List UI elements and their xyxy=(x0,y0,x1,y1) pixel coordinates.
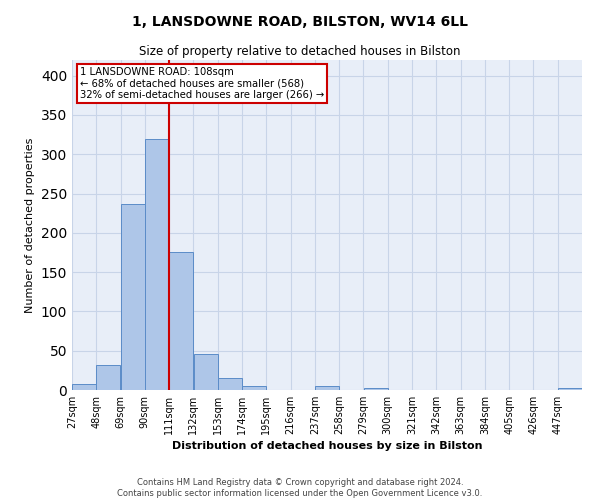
Text: Size of property relative to detached houses in Bilston: Size of property relative to detached ho… xyxy=(139,45,461,58)
Y-axis label: Number of detached properties: Number of detached properties xyxy=(25,138,35,312)
Bar xyxy=(169,252,193,390)
Text: 1, LANSDOWNE ROAD, BILSTON, WV14 6LL: 1, LANSDOWNE ROAD, BILSTON, WV14 6LL xyxy=(132,15,468,29)
Bar xyxy=(97,365,121,390)
Bar xyxy=(145,138,169,390)
X-axis label: Distribution of detached houses by size in Bilston: Distribution of detached houses by size … xyxy=(172,441,482,451)
Bar xyxy=(72,384,96,390)
Bar xyxy=(242,386,266,390)
Bar xyxy=(364,388,388,390)
Bar xyxy=(194,354,218,390)
Text: Contains HM Land Registry data © Crown copyright and database right 2024.
Contai: Contains HM Land Registry data © Crown c… xyxy=(118,478,482,498)
Bar xyxy=(121,204,145,390)
Bar xyxy=(558,388,582,390)
Bar xyxy=(218,378,242,390)
Bar xyxy=(315,386,339,390)
Text: 1 LANSDOWNE ROAD: 108sqm
← 68% of detached houses are smaller (568)
32% of semi-: 1 LANSDOWNE ROAD: 108sqm ← 68% of detach… xyxy=(80,66,324,100)
